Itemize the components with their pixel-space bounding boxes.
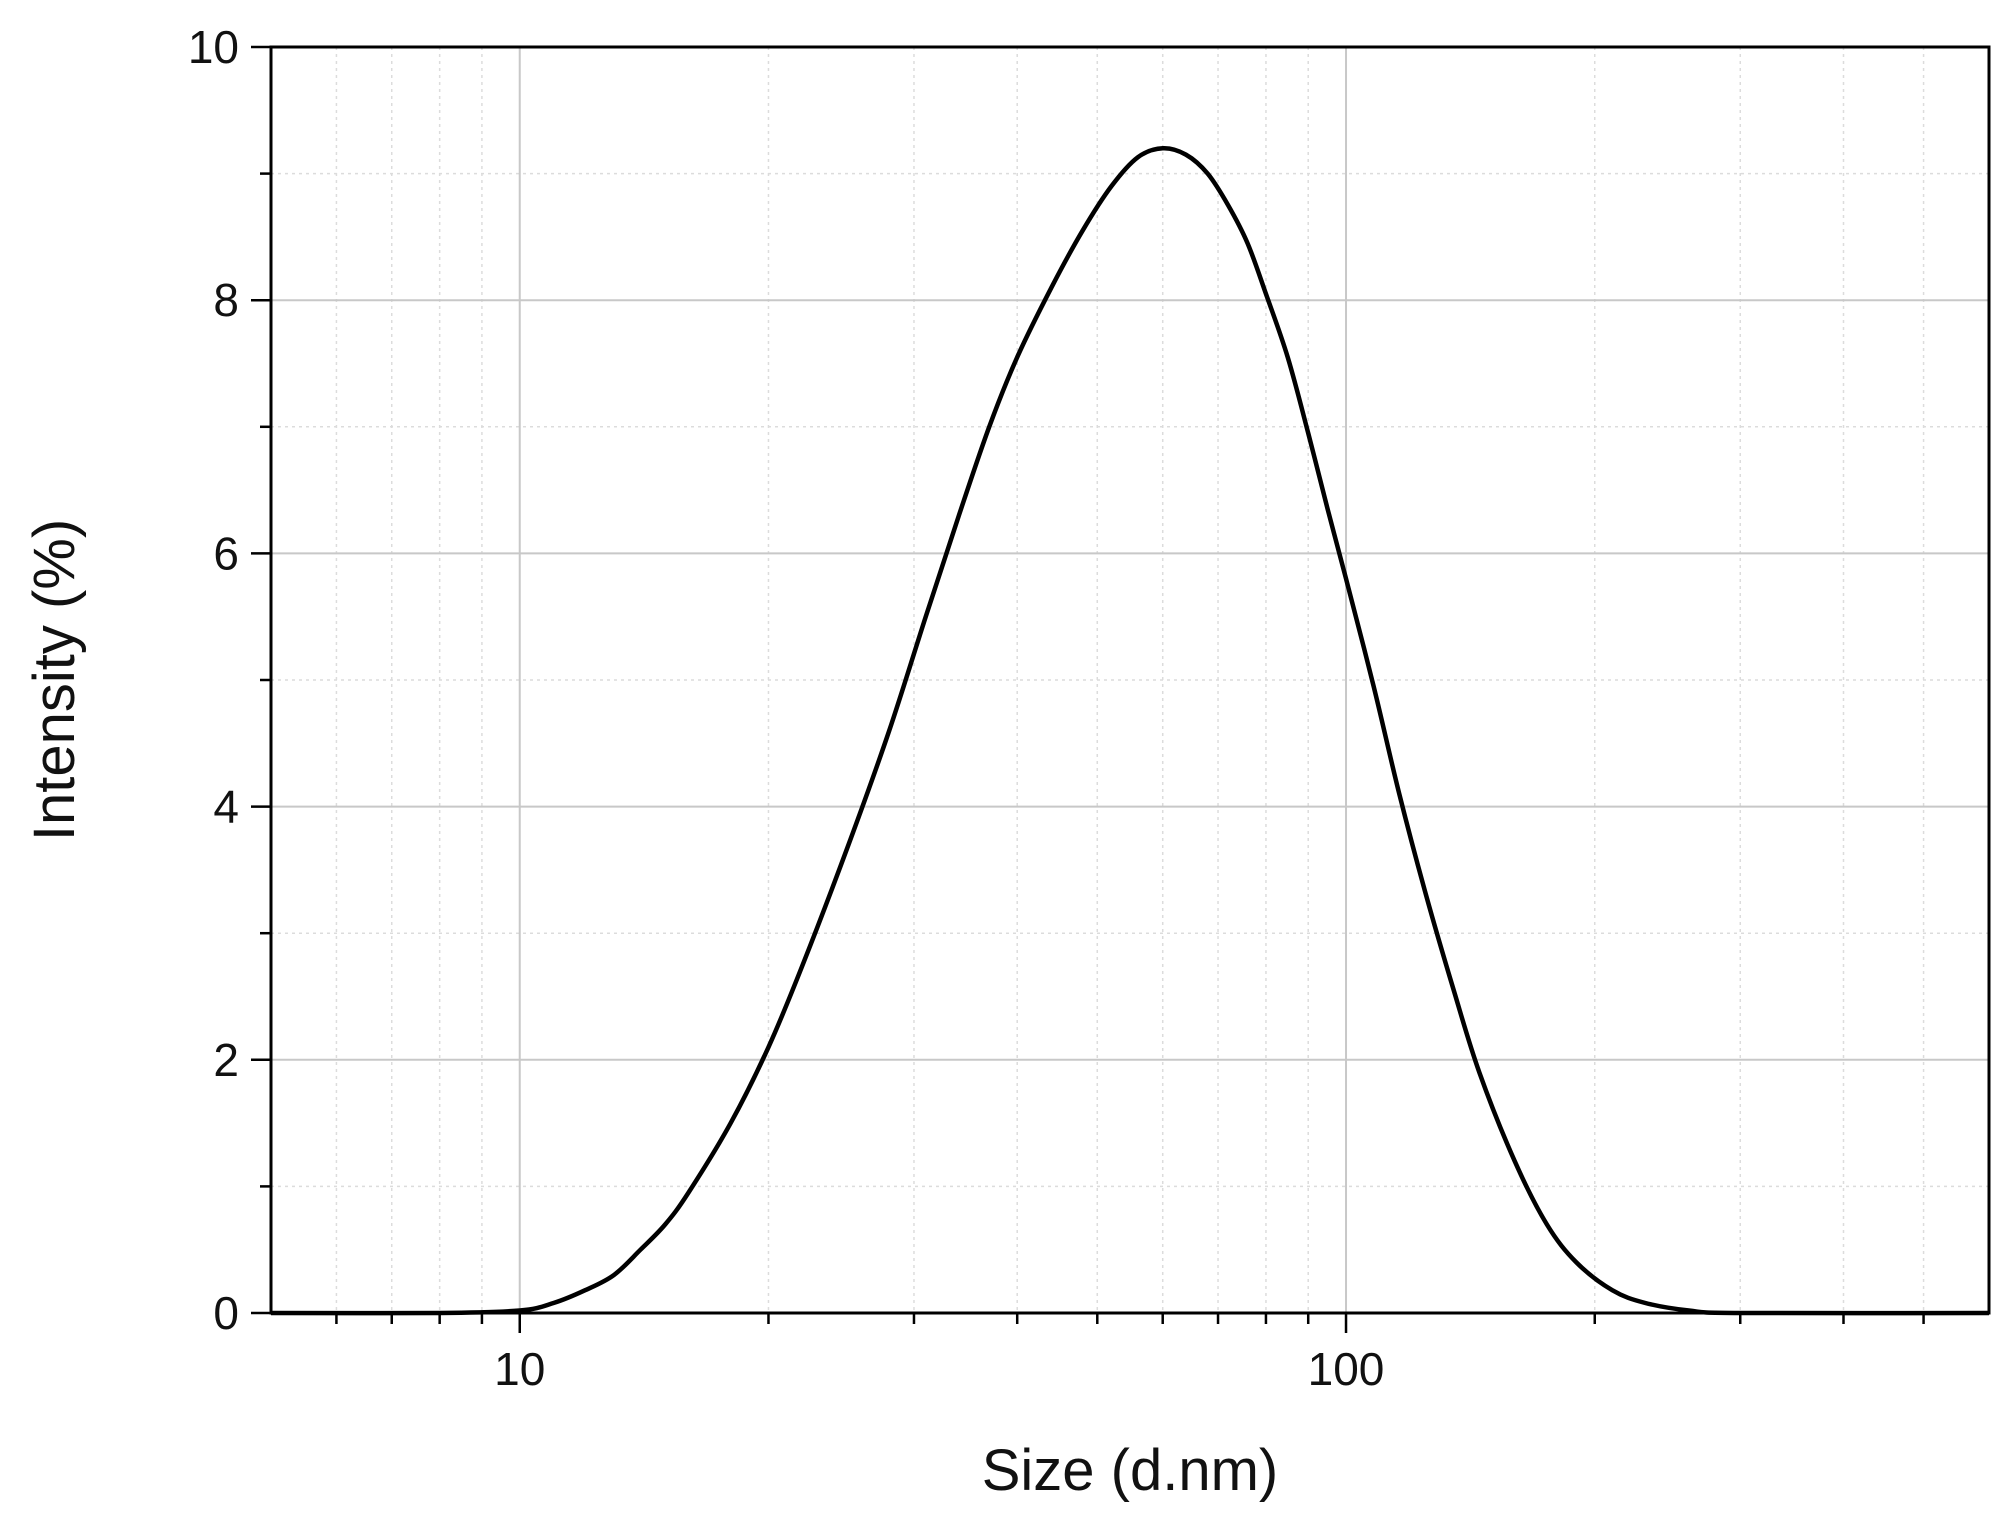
y-tick-label: 6	[213, 527, 239, 579]
x-axis-title: Size (d.nm)	[982, 1438, 1279, 1503]
x-tick-label: 10	[494, 1343, 545, 1395]
y-tick-label: 4	[213, 781, 239, 833]
axes	[251, 45, 1991, 1333]
y-tick-label: 0	[213, 1287, 239, 1339]
y-axis-title: Intensity (%)	[22, 519, 87, 841]
series-layer	[270, 146, 1990, 1316]
intensity-curve	[270, 146, 1990, 1316]
grid	[271, 47, 1989, 1313]
plot-frame	[269, 45, 1991, 1315]
y-tick-label: 8	[213, 274, 239, 326]
y-tick-label: 10	[188, 21, 239, 73]
labels: 10 100 0 2 4 6 8 10	[188, 21, 1385, 1395]
y-tick-label: 2	[213, 1034, 239, 1086]
x-tick-label: 100	[1308, 1343, 1385, 1395]
